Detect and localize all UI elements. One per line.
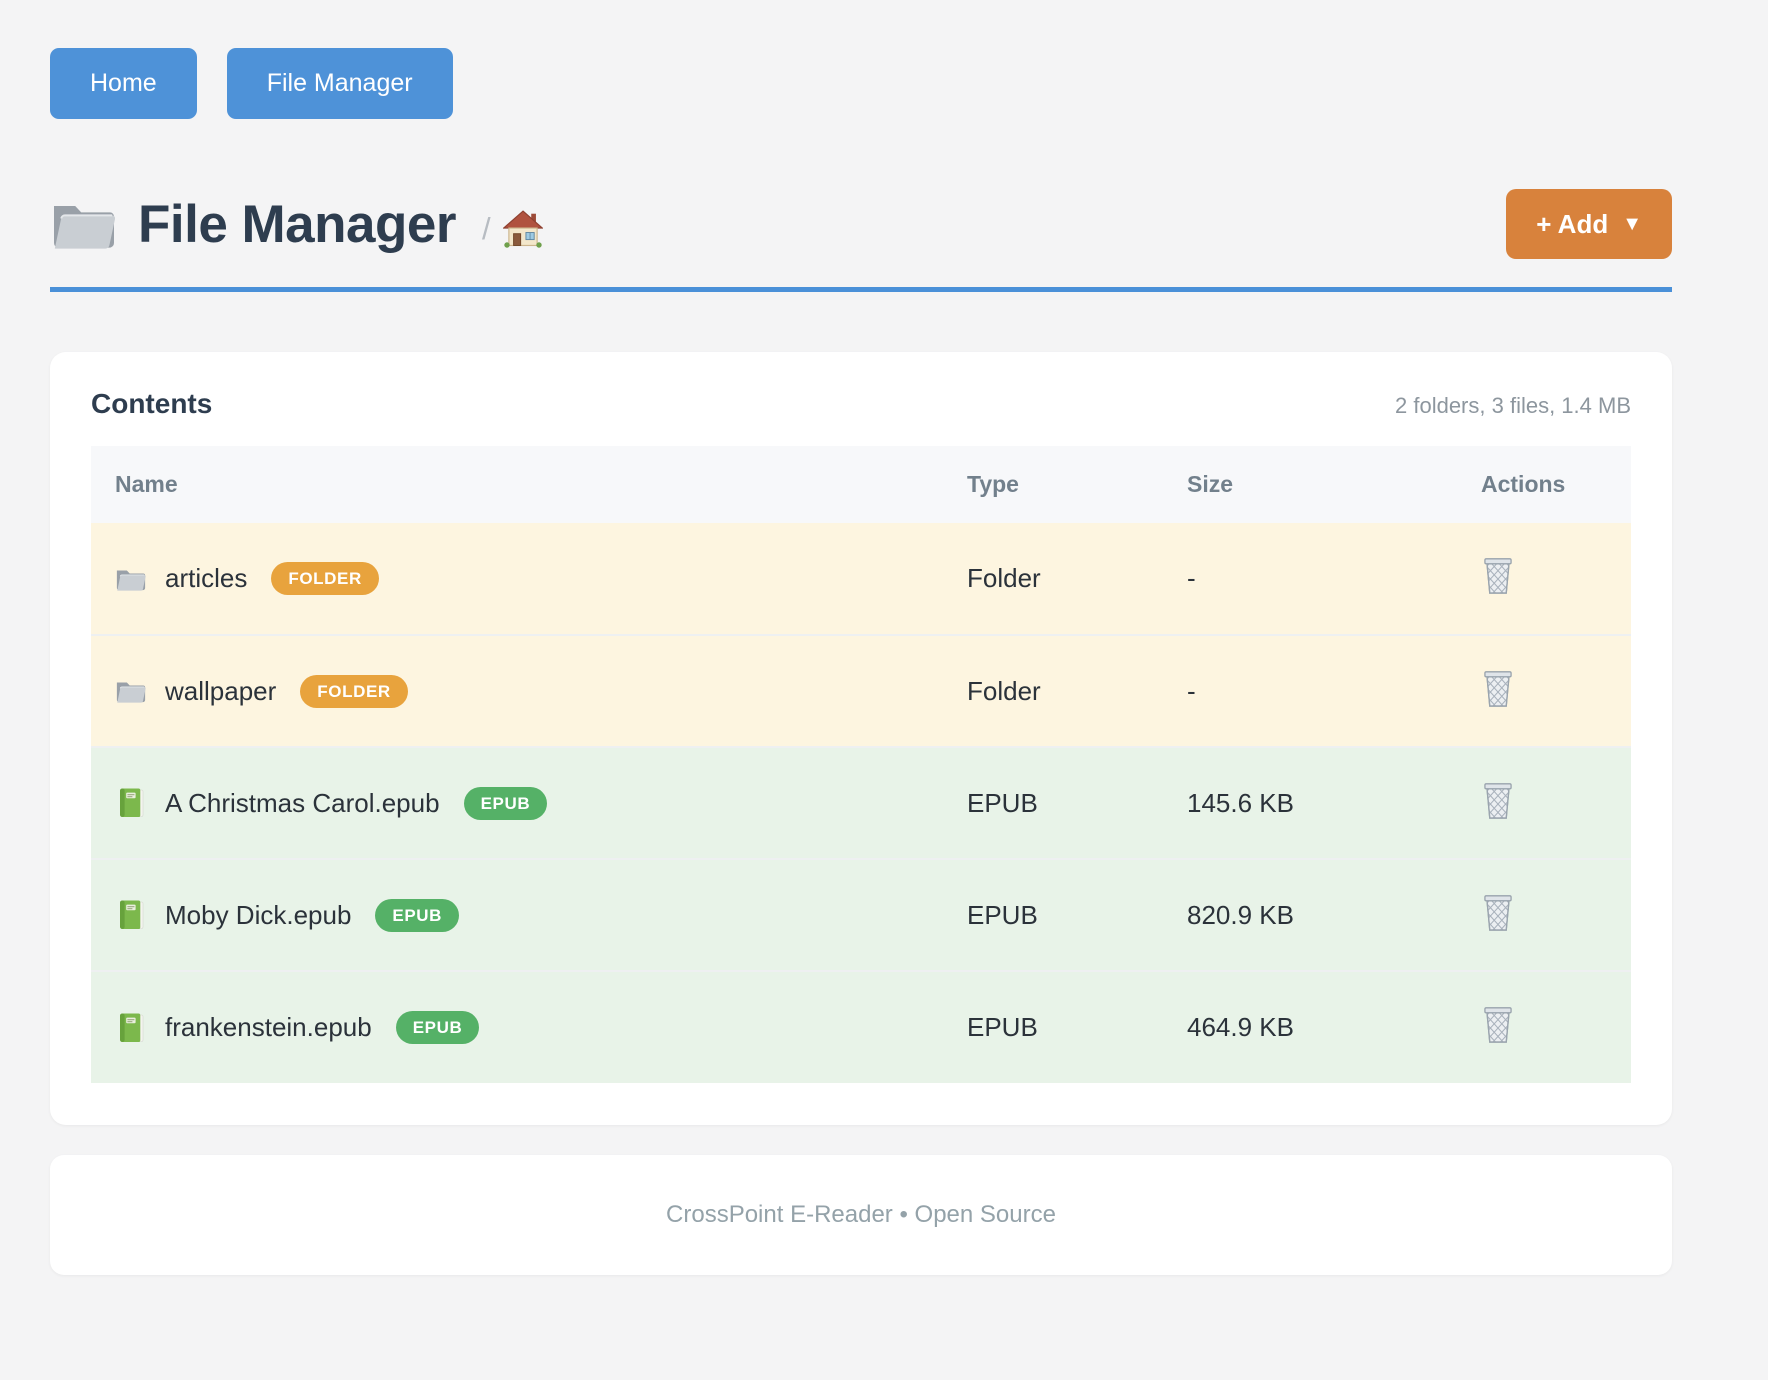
delete-button[interactable] [1481,1004,1515,1044]
wastebasket-icon [1481,892,1515,932]
book-icon [115,1013,147,1043]
house-icon[interactable] [503,210,543,248]
file-size: 820.9 KB [1185,858,1435,971]
delete-button[interactable] [1481,892,1515,932]
file-type: EPUB [965,746,1185,859]
delete-button[interactable] [1481,780,1515,820]
wastebasket-icon [1481,780,1515,820]
page-title: File Manager [138,194,456,254]
file-table: Name Type Size Actions articles FOLDER F… [91,446,1631,1083]
column-header-size: Size [1185,446,1435,523]
folder-icon [115,564,147,594]
file-name[interactable]: wallpaper [165,675,277,706]
file-type: Folder [965,523,1185,635]
file-type: EPUB [965,970,1185,1083]
file-size: - [1185,634,1435,747]
chevron-down-icon: ▼ [1622,213,1642,235]
file-type: Folder [965,634,1185,747]
contents-heading: Contents [91,388,213,419]
table-row[interactable]: articles FOLDER Folder - [91,523,1631,635]
file-size: - [1185,523,1435,635]
add-button[interactable]: + Add ▼ [1506,189,1672,259]
epub-badge: EPUB [463,786,548,820]
breadcrumb-separator: / [481,211,491,246]
contents-summary: 2 folders, 3 files, 1.4 MB [1395,393,1631,418]
folder-badge: FOLDER [300,674,408,708]
file-size: 464.9 KB [1185,970,1435,1083]
table-row[interactable]: A Christmas Carol.epub EPUB EPUB 145.6 K… [91,746,1631,859]
book-icon [115,788,147,818]
page-header: File Manager / + Add ▼ [50,189,1672,259]
epub-badge: EPUB [375,898,460,932]
file-size: 145.6 KB [1185,746,1435,859]
contents-card: Contents 2 folders, 3 files, 1.4 MB Name… [50,352,1672,1125]
page-container: Home File Manager File Manager / + Add ▼… [50,0,1672,1275]
folder-icon [115,676,147,706]
book-icon [115,900,147,930]
table-header-row: Name Type Size Actions [91,446,1631,523]
file-name[interactable]: articles [165,563,248,593]
file-name[interactable]: frankenstein.epub [165,1012,372,1042]
table-row[interactable]: wallpaper FOLDER Folder - [91,634,1631,747]
home-button[interactable]: Home [50,48,197,119]
file-name[interactable]: A Christmas Carol.epub [165,787,440,818]
delete-button[interactable] [1481,555,1515,595]
epub-badge: EPUB [395,1011,480,1044]
table-row[interactable]: Moby Dick.epub EPUB EPUB 820.9 KB [91,858,1631,971]
folder-badge: FOLDER [271,562,379,595]
file-manager-button[interactable]: File Manager [226,48,453,119]
table-row[interactable]: frankenstein.epub EPUB EPUB 464.9 KB [91,970,1631,1083]
column-header-type: Type [965,446,1185,523]
wastebasket-icon [1481,555,1515,595]
contents-card-header: Contents 2 folders, 3 files, 1.4 MB [91,388,1631,420]
file-type: EPUB [965,858,1185,971]
column-header-actions: Actions [1435,446,1631,523]
file-name[interactable]: Moby Dick.epub [165,899,352,930]
folder-icon [50,196,118,252]
wastebasket-icon [1481,668,1515,708]
footer-text: CrossPoint E-Reader • Open Source [666,1201,1056,1228]
add-button-label: + Add [1536,209,1609,239]
wastebasket-icon [1481,1004,1515,1044]
footer: CrossPoint E-Reader • Open Source [50,1155,1672,1275]
delete-button[interactable] [1481,668,1515,708]
title-divider [50,287,1672,292]
top-nav: Home File Manager [50,0,1672,119]
column-header-name: Name [91,446,965,523]
